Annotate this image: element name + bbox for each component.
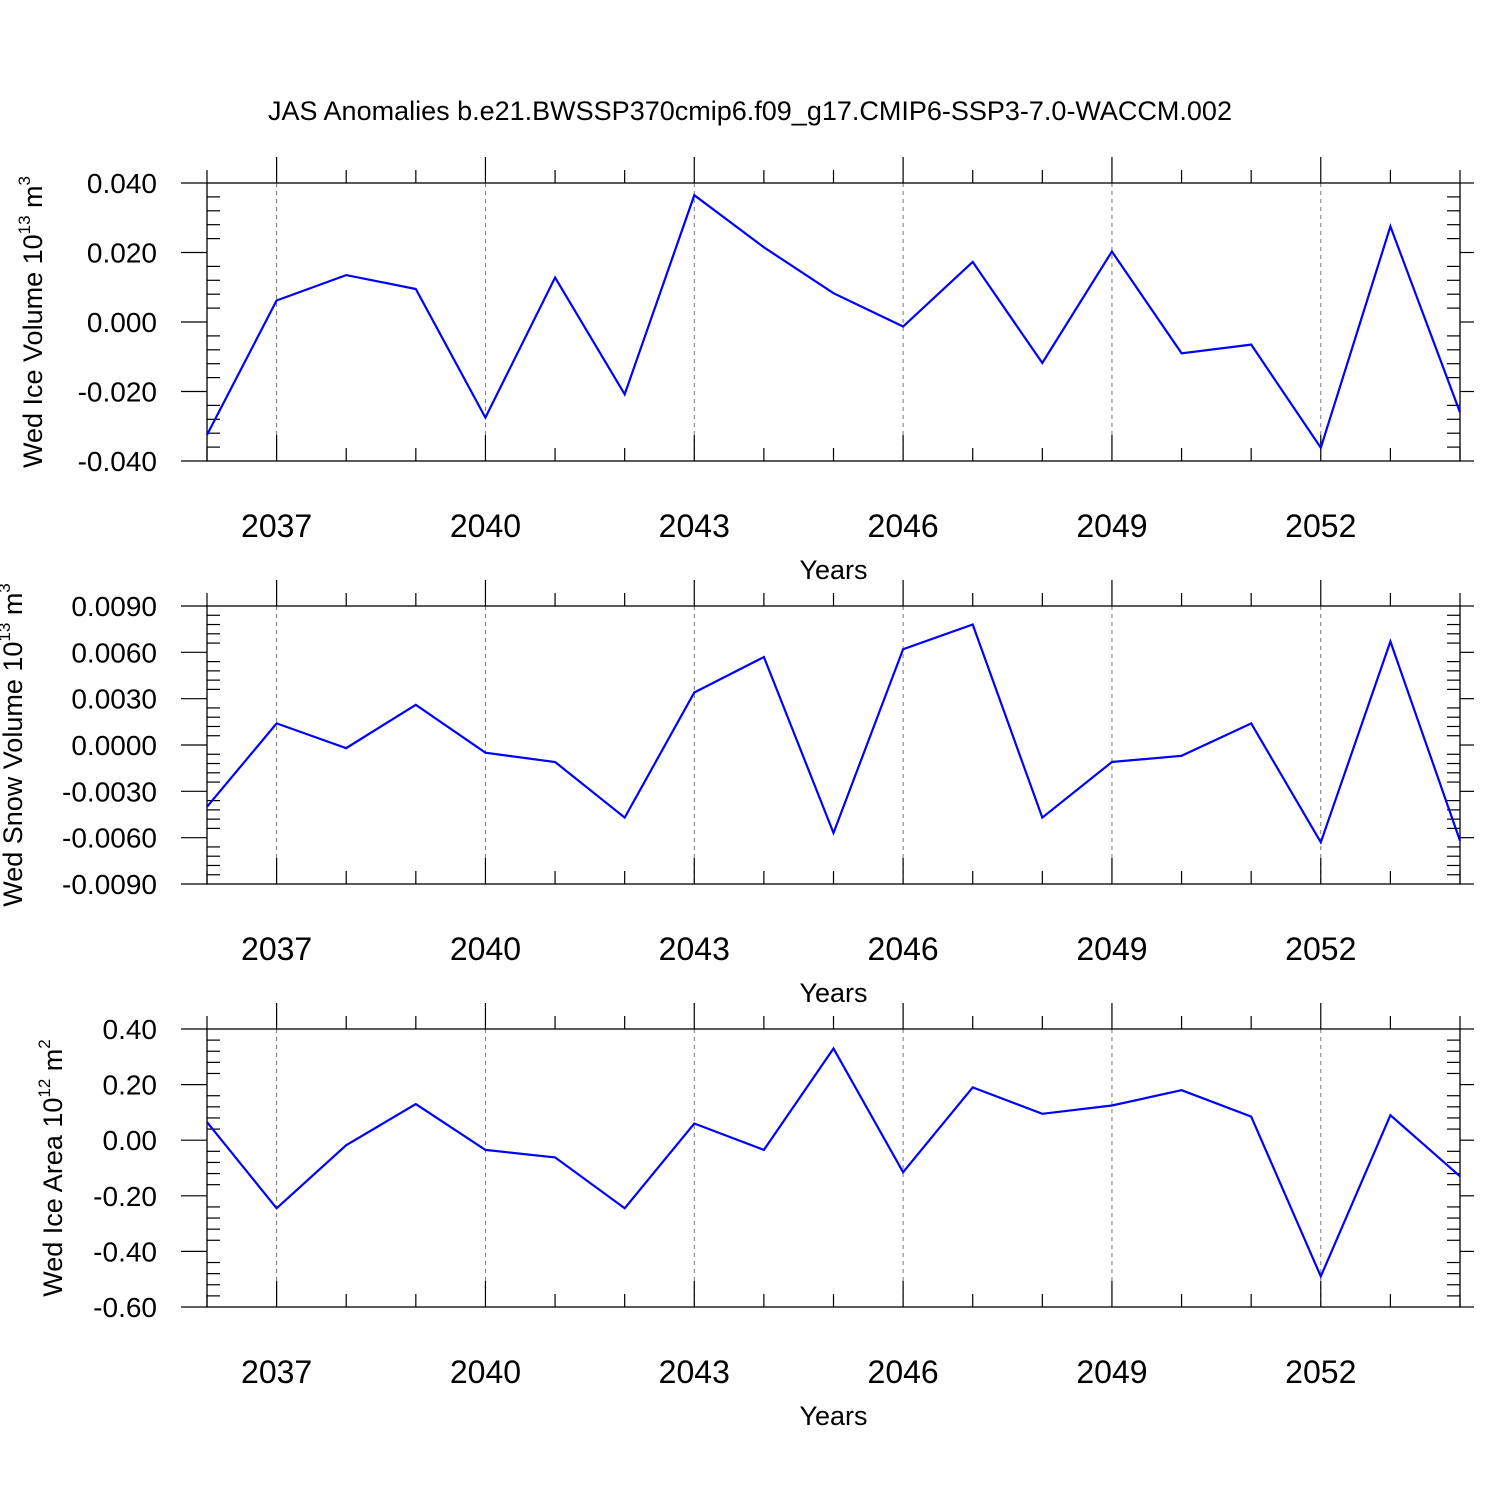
y-tick-label: 0.40 xyxy=(103,1014,158,1045)
x-tick-label: 2052 xyxy=(1285,508,1356,544)
y-tick-label: -0.0060 xyxy=(62,823,157,854)
x-tick-label: 2040 xyxy=(450,1354,521,1390)
panel-2: -0.0090 -0.0060 -0.0030 0.0000 0.0030 0.0060 0… xyxy=(0,580,1474,1008)
ylabel-unit-exponent: 3 xyxy=(15,176,34,185)
y-axis-label: Wed Ice Volume 1013 m3 xyxy=(15,176,48,468)
ylabel-text: Wed Snow Volume 10 xyxy=(0,642,28,907)
panel-3: -0.60 -0.40 -0.20 0.00 0.20 0.40 2037 2040 2043 2… xyxy=(35,1003,1474,1431)
ylabel-text: Wed Ice Area 10 xyxy=(38,1098,68,1297)
y-tick-label: 0.0000 xyxy=(71,730,157,761)
ylabel-exponent: 13 xyxy=(0,623,14,642)
y-tick-label: 0.020 xyxy=(87,238,157,269)
x-tick-label: 2049 xyxy=(1076,1354,1147,1390)
x-tick-label: 2037 xyxy=(241,931,312,967)
series-line xyxy=(206,623,1462,845)
x-tick-label: 2037 xyxy=(241,1354,312,1390)
x-tick-label: 2049 xyxy=(1076,931,1147,967)
series-line xyxy=(206,1046,1461,1280)
x-axis-label: Years xyxy=(799,1401,867,1431)
plot-frame xyxy=(206,1028,1461,1308)
x-tick-label: 2037 xyxy=(241,508,312,544)
y-tick-label: -0.020 xyxy=(78,377,157,408)
y-tick-label: 0.20 xyxy=(103,1070,158,1101)
series-line xyxy=(206,193,1462,451)
y-tick-label: -0.20 xyxy=(93,1181,157,1212)
y-axis-label: Wed Snow Volume 1013 m3 xyxy=(0,583,28,907)
y-tick-label: 0.000 xyxy=(87,307,157,338)
ylabel-text: Wed Ice Volume 10 xyxy=(18,234,48,468)
y-tick-label: -0.040 xyxy=(78,446,157,477)
x-tick-label: 2052 xyxy=(1285,1354,1356,1390)
y-tick-label: -0.0090 xyxy=(62,869,157,900)
x-tick-label: 2043 xyxy=(659,1354,730,1390)
ylabel-unit: m xyxy=(0,593,28,623)
plot-frame xyxy=(206,605,1461,885)
x-tick-label: 2040 xyxy=(450,508,521,544)
ylabel-unit: m xyxy=(18,185,48,215)
y-tick-label: -0.0030 xyxy=(62,776,157,807)
x-tick-label: 2052 xyxy=(1285,931,1356,967)
y-tick-label: 0.0060 xyxy=(71,637,157,668)
ylabel-exponent: 13 xyxy=(15,215,34,234)
x-tick-label: 2046 xyxy=(868,1354,939,1390)
y-tick-label: -0.40 xyxy=(93,1236,157,1267)
y-axis-label: Wed Ice Area 1012 m2 xyxy=(35,1039,68,1297)
y-tick-label: 0.0090 xyxy=(71,591,157,622)
ylabel-unit: m xyxy=(38,1049,68,1079)
ylabel-exponent: 12 xyxy=(35,1079,54,1098)
y-tick-label: -0.60 xyxy=(93,1292,157,1323)
x-tick-label: 2043 xyxy=(659,931,730,967)
ylabel-unit-exponent: 3 xyxy=(0,583,14,592)
ylabel-unit-exponent: 2 xyxy=(35,1039,54,1048)
y-tick-label: 0.040 xyxy=(87,168,157,199)
x-tick-label: 2049 xyxy=(1076,508,1147,544)
figure-title: JAS Anomalies b.e21.BWSSP370cmip6.f09_g1… xyxy=(268,96,1232,126)
x-tick-label: 2046 xyxy=(868,931,939,967)
x-axis-label: Years xyxy=(799,555,867,585)
x-tick-label: 2043 xyxy=(659,508,730,544)
plot-frame xyxy=(206,182,1461,462)
y-tick-label: 0.0030 xyxy=(71,684,157,715)
x-tick-label: 2040 xyxy=(450,931,521,967)
panel-1: -0.040 -0.020 0.000 0.020 0.040 2037 2040 2043 2… xyxy=(15,157,1474,585)
x-axis-label: Years xyxy=(799,978,867,1008)
x-tick-label: 2046 xyxy=(868,508,939,544)
y-tick-label: 0.00 xyxy=(103,1125,158,1156)
